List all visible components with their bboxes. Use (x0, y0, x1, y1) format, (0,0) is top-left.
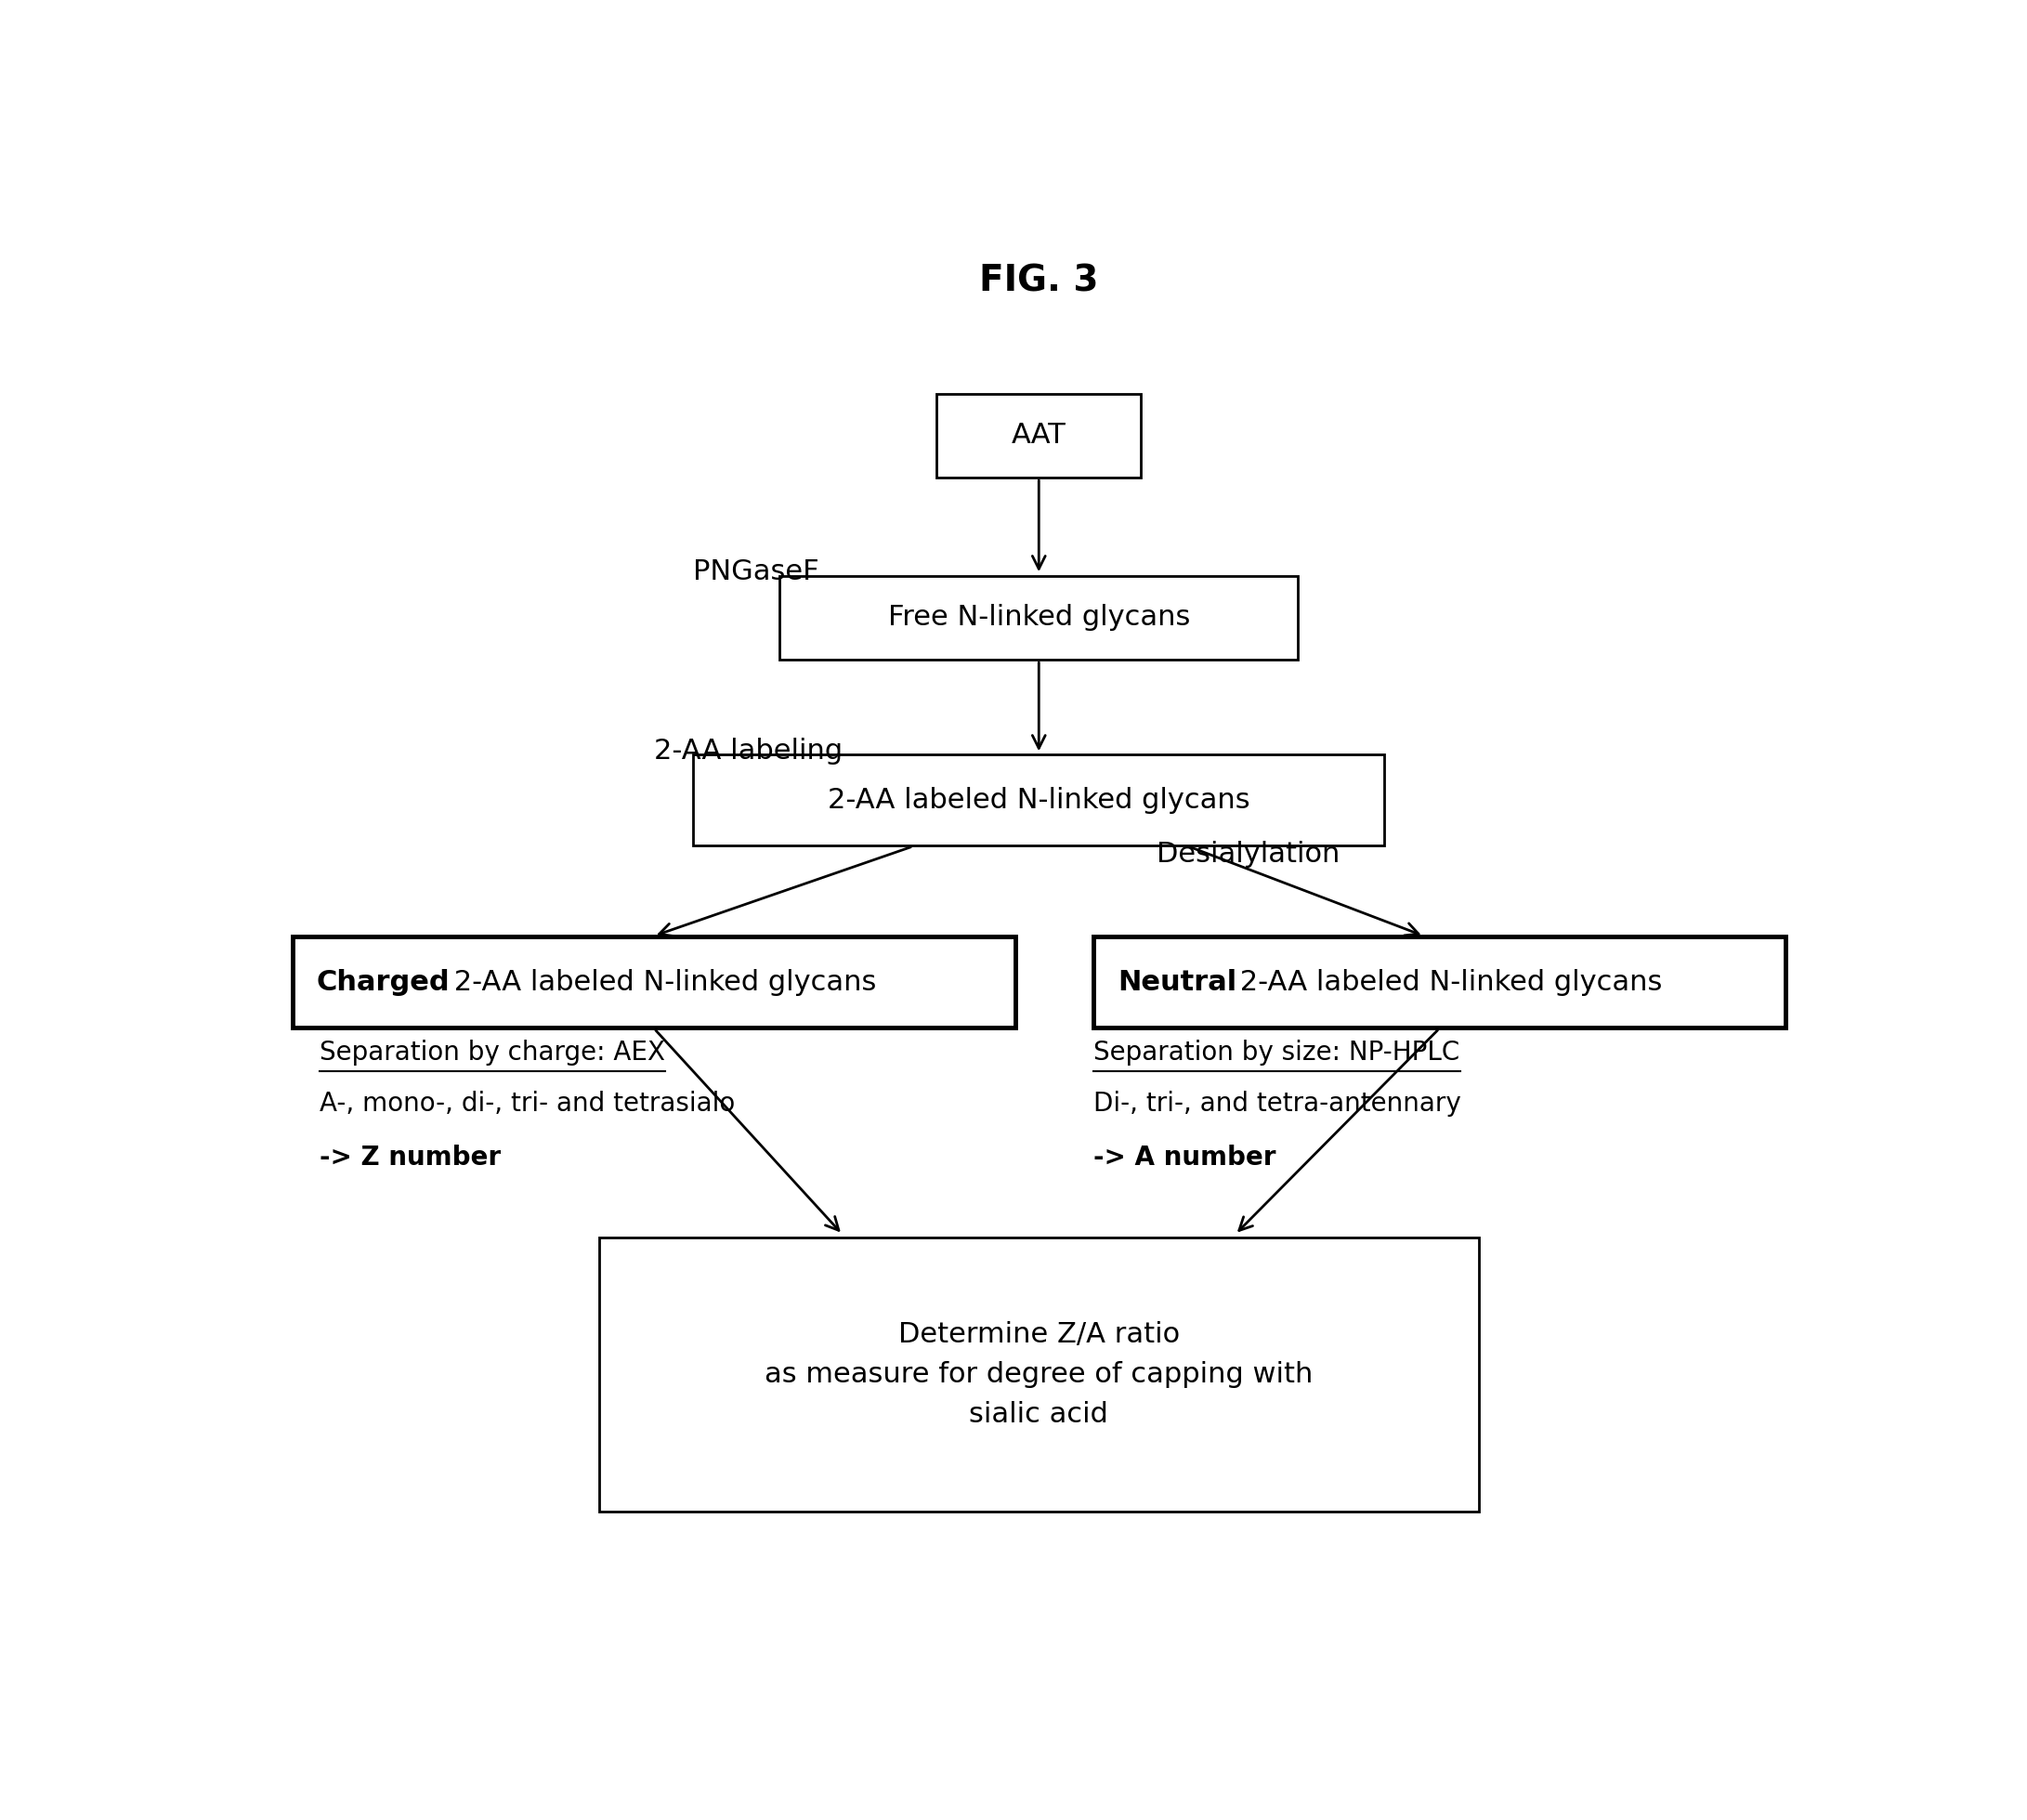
FancyBboxPatch shape (1095, 937, 1786, 1028)
Text: PNGaseF: PNGaseF (693, 559, 819, 584)
Text: Di-, tri-, and tetra-antennary: Di-, tri-, and tetra-antennary (1095, 1090, 1461, 1117)
Text: FIG. 3: FIG. 3 (979, 264, 1099, 298)
Text: -> Z number: -> Z number (320, 1145, 501, 1170)
Text: Free N-linked glycans: Free N-linked glycans (888, 604, 1190, 632)
FancyBboxPatch shape (693, 755, 1384, 846)
Text: Separation by charge: AEX: Separation by charge: AEX (320, 1039, 665, 1065)
FancyBboxPatch shape (600, 1238, 1480, 1511)
FancyBboxPatch shape (780, 575, 1297, 661)
Text: Separation by size: NP-HPLC: Separation by size: NP-HPLC (1095, 1039, 1459, 1065)
Text: 2-AA labeling: 2-AA labeling (655, 737, 843, 764)
Text: 2-AA labeled N-linked glycans: 2-AA labeled N-linked glycans (827, 786, 1251, 814)
FancyBboxPatch shape (292, 937, 1016, 1028)
Text: Determine Z/A ratio
as measure for degree of capping with
sialic acid: Determine Z/A ratio as measure for degre… (764, 1321, 1313, 1427)
Text: Charged: Charged (316, 968, 450, 996)
Text: 2-AA labeled N-linked glycans: 2-AA labeled N-linked glycans (446, 968, 876, 996)
Text: A-, mono-, di-, tri- and tetrasialo: A-, mono-, di-, tri- and tetrasialo (320, 1090, 736, 1117)
Text: Desialylation: Desialylation (1157, 841, 1340, 868)
FancyBboxPatch shape (936, 393, 1141, 477)
Text: AAT: AAT (1011, 422, 1066, 450)
Text: 2-AA labeled N-linked glycans: 2-AA labeled N-linked glycans (1230, 968, 1662, 996)
Text: -> A number: -> A number (1095, 1145, 1277, 1170)
Text: Neutral: Neutral (1117, 968, 1236, 996)
